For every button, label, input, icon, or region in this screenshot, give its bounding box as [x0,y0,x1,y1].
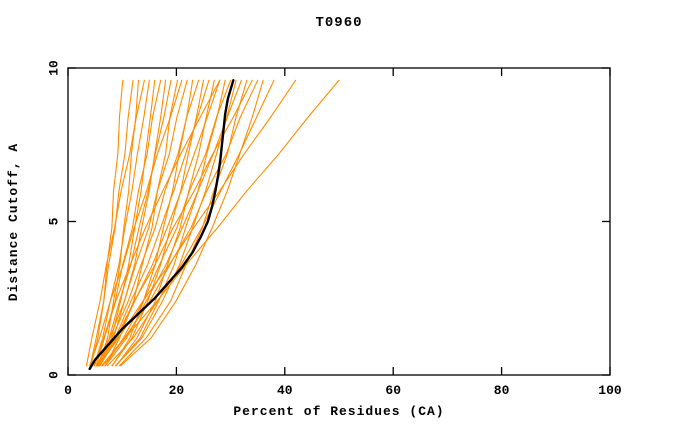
x-axis-label: Percent of Residues (CA) [233,404,444,419]
model-curve [107,79,275,367]
data-series [85,79,340,371]
model-curve [85,79,145,367]
model-curve [97,79,210,367]
model-curve [115,79,226,367]
y-tick-label: 5 [47,217,62,225]
model-curve [115,79,215,367]
y-axis-label: Distance Cutoff, A [6,143,21,301]
plot-border [67,67,611,376]
chart-title: T0960 [315,15,362,31]
x-tick-label: 0 [64,383,72,398]
model-curve [95,79,221,367]
y-tick-label: 10 [47,60,62,76]
model-curve [101,79,259,367]
model-curve [97,79,172,367]
x-tick-label: 80 [494,383,510,398]
model-curve [89,79,183,367]
model-curve [102,79,340,367]
reference-curve [88,79,235,371]
model-curve [98,79,221,367]
model-curve [96,79,200,367]
model-curve [99,79,253,367]
model-curve [104,79,232,367]
x-tick-label: 20 [169,383,185,398]
plot-frame [67,67,611,376]
x-tick-label: 40 [277,383,293,398]
x-tick-label: 60 [385,383,401,398]
model-curve [90,79,124,367]
y-tick-label: 0 [47,371,62,379]
axis-ticks: 0 20 40 60 80 100 0 5 10 [47,60,622,398]
model-curve [120,79,264,367]
x-tick-label: 100 [598,383,622,398]
model-curve [93,79,150,367]
model-curve [96,79,188,367]
